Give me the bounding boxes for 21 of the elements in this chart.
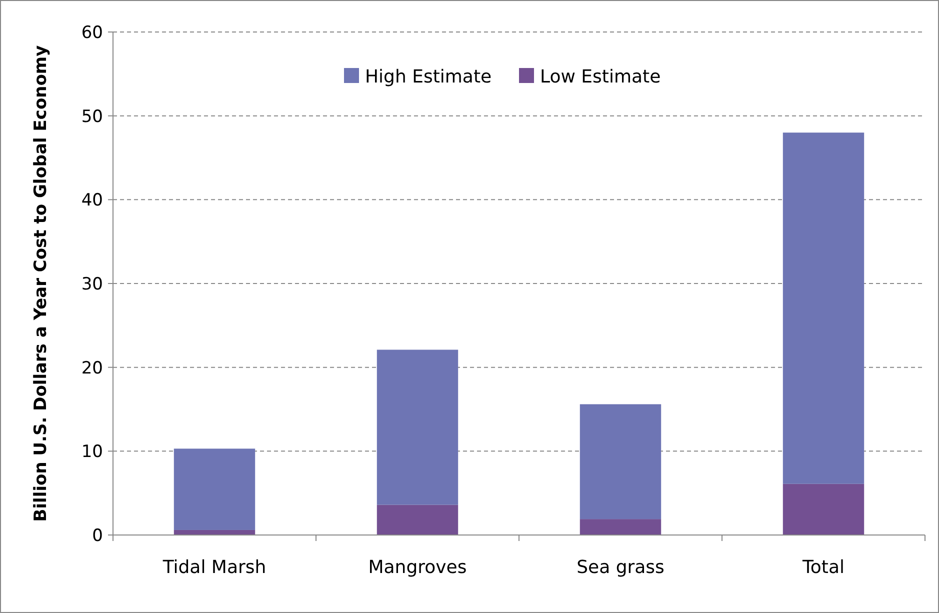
bar bbox=[580, 404, 662, 520]
y-tick-label: 0 bbox=[92, 526, 103, 546]
bar bbox=[580, 519, 662, 535]
y-tick-label: 40 bbox=[81, 190, 103, 211]
y-tick-label: 50 bbox=[81, 106, 103, 127]
bar bbox=[376, 504, 458, 535]
x-tick-label: Total bbox=[801, 557, 845, 578]
bar bbox=[782, 132, 864, 484]
x-tick-label: Sea grass bbox=[576, 557, 664, 578]
legend-label: High Estimate bbox=[365, 66, 492, 88]
y-tick-label: 20 bbox=[81, 358, 103, 378]
bar bbox=[782, 484, 864, 535]
x-tick-label: Tidal Marsh bbox=[162, 557, 266, 578]
y-tick-label: 30 bbox=[81, 274, 103, 294]
x-tick-label: Mangroves bbox=[368, 557, 467, 578]
bar bbox=[376, 350, 458, 505]
y-tick-label: 60 bbox=[81, 22, 103, 43]
y-axis-title: Billion U.S. Dollars a Year Cost to Global Economy bbox=[31, 45, 51, 522]
bar bbox=[174, 448, 256, 530]
y-tick-label: 10 bbox=[81, 442, 103, 462]
legend-label: Low Estimate bbox=[540, 66, 661, 88]
